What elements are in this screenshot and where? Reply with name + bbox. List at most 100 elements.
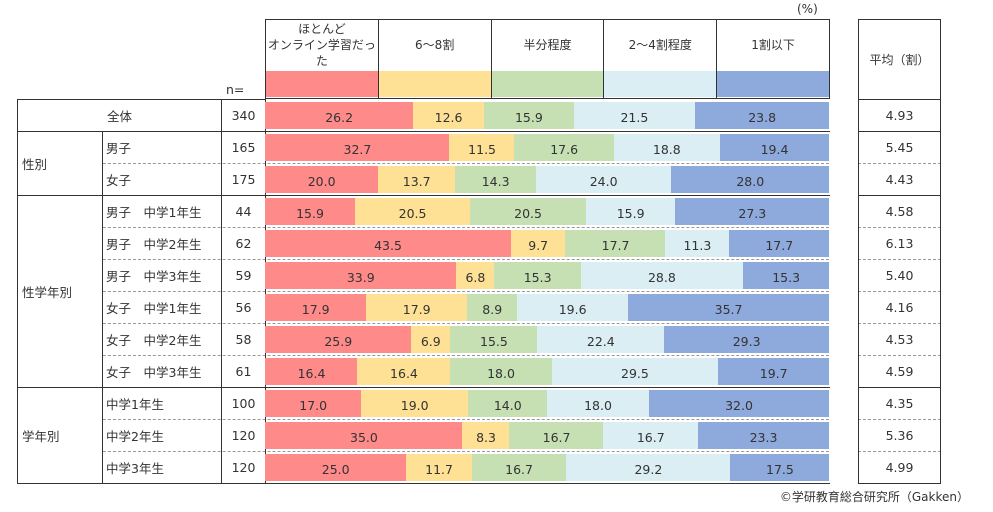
bar-segment: 17.5 (730, 454, 830, 481)
credit: ©学研教育総合研究所（Gakken） (779, 490, 969, 504)
bar-segment: 18.0 (449, 358, 552, 385)
bar-segment: 15.3 (742, 262, 830, 289)
row-n: 100 (231, 395, 256, 411)
bar-segment: 28.0 (671, 166, 830, 193)
col-line (221, 227, 222, 259)
row-n: 59 (235, 267, 252, 283)
bar-segment: 16.4 (265, 358, 358, 385)
bar-segment: 25.9 (265, 326, 412, 353)
bar-segment: 15.5 (449, 326, 538, 353)
row-divider (103, 323, 829, 324)
row-divider (103, 163, 829, 164)
row-label: 男子 中学3年生 (106, 268, 202, 284)
row-n: 58 (235, 331, 252, 347)
row-divider (858, 419, 941, 420)
row-divider (858, 227, 941, 228)
bar-segment: 17.0 (265, 390, 362, 417)
bar-segment: 14.3 (455, 166, 537, 193)
bar-segment: 29.5 (551, 358, 719, 385)
bar-segment: 23.3 (697, 422, 830, 449)
col-line (221, 291, 222, 323)
row-avg: 5.45 (858, 131, 941, 163)
bar-segment: 8.9 (466, 294, 518, 321)
row-divider (858, 355, 941, 356)
col-line (221, 131, 222, 163)
row-label: 女子 中学2年生 (106, 332, 202, 348)
unit-label: (%) (797, 2, 818, 16)
bar-segment: 6.8 (456, 262, 495, 289)
legend-header: ほとんど オンライン学習だった (265, 19, 379, 70)
row-n: 62 (235, 235, 252, 251)
bar-segment: 19.0 (360, 390, 469, 417)
row-n: 175 (231, 171, 256, 187)
legend-swatch (490, 71, 604, 97)
row-n: 120 (231, 459, 256, 475)
col-line (221, 419, 222, 451)
header-divider (603, 70, 605, 99)
row-divider (103, 355, 829, 356)
legend-swatch (603, 71, 717, 97)
header-divider (829, 70, 830, 99)
bar-segment: 9.7 (510, 230, 566, 257)
row-n: 44 (235, 203, 252, 219)
bar-segment: 16.7 (509, 422, 604, 449)
bar-segment: 24.0 (535, 166, 672, 193)
row-line (265, 483, 830, 484)
row-avg: 4.53 (858, 323, 941, 355)
bar-segment: 20.5 (354, 198, 471, 225)
row-avg: 5.36 (858, 419, 941, 451)
col-line (221, 451, 222, 483)
n-header: n= (226, 82, 245, 97)
bar-segment: 20.5 (470, 198, 587, 225)
bar-segment: 14.0 (468, 390, 548, 417)
col-line (221, 355, 222, 387)
row-line (17, 387, 266, 388)
bar-segment: 21.5 (573, 102, 696, 129)
row-avg: 4.16 (858, 291, 941, 323)
bar-segment: 17.9 (265, 294, 367, 321)
legend-swatch (716, 71, 829, 97)
legend-header: 6〜8割 (377, 19, 492, 70)
header-divider (377, 70, 379, 99)
bar-segment: 11.7 (405, 454, 473, 481)
bar-segment: 43.5 (265, 230, 512, 257)
row-n: 165 (231, 139, 256, 155)
row-line (265, 131, 830, 132)
bar-segment: 32.0 (648, 390, 830, 417)
row-divider (103, 259, 829, 260)
row-divider (858, 451, 941, 452)
row-avg: 4.58 (858, 195, 941, 227)
row-avg: 4.99 (858, 451, 941, 483)
bar-segment: 17.7 (729, 230, 830, 257)
bar-segment: 13.7 (377, 166, 456, 193)
bar-segment: 29.2 (565, 454, 731, 481)
row-line (858, 387, 941, 388)
row-n: 56 (235, 299, 252, 315)
row-line (17, 195, 266, 196)
row-label: 中学3年生 (106, 460, 164, 476)
bar-segment: 16.4 (357, 358, 451, 385)
legend-header: 半分程度 (490, 19, 605, 70)
bar-segment: 29.3 (663, 326, 830, 353)
row-label: 中学1年生 (106, 396, 164, 412)
legend-swatch (265, 71, 378, 97)
bar-segment: 6.9 (411, 326, 451, 353)
bar-segment: 15.3 (494, 262, 582, 289)
row-n: 120 (231, 427, 256, 443)
row-n: 61 (235, 363, 252, 379)
bar-segment: 12.6 (412, 102, 485, 129)
row-divider (858, 259, 941, 260)
header-divider (716, 70, 718, 99)
header-divider (490, 70, 492, 99)
bar-segment: 27.3 (675, 198, 830, 225)
row-avg: 4.35 (858, 387, 941, 419)
legend-header: 2〜4割程度 (603, 19, 718, 70)
bar-segment: 11.5 (449, 134, 515, 161)
row-divider (858, 163, 941, 164)
bar-segment: 28.8 (580, 262, 744, 289)
row-avg: 4.43 (858, 163, 941, 195)
row-line (17, 99, 266, 100)
row-label: 女子 中学1年生 (106, 300, 202, 316)
bar-segment: 17.7 (565, 230, 666, 257)
bar-segment: 15.9 (585, 198, 676, 225)
